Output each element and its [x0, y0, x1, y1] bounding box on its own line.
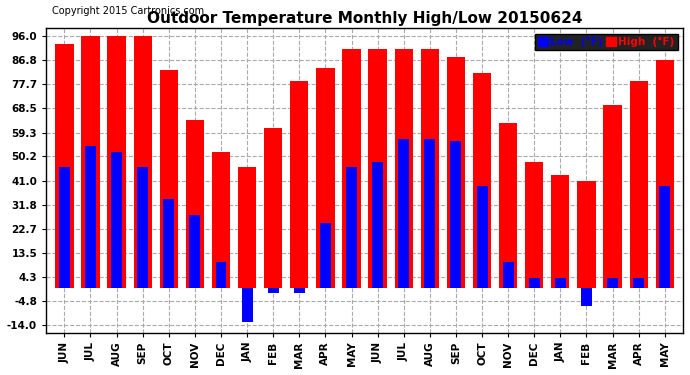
- Bar: [660, 186, 670, 288]
- Bar: [473, 73, 491, 288]
- Bar: [159, 70, 178, 288]
- Title: Outdoor Temperature Monthly High/Low 20150624: Outdoor Temperature Monthly High/Low 201…: [147, 11, 582, 26]
- Bar: [215, 262, 226, 288]
- Bar: [164, 199, 175, 288]
- Bar: [447, 57, 465, 288]
- Bar: [503, 262, 513, 288]
- Bar: [85, 147, 96, 288]
- Bar: [607, 278, 618, 288]
- Bar: [451, 141, 462, 288]
- Bar: [238, 168, 256, 288]
- Bar: [581, 288, 592, 306]
- Bar: [499, 123, 518, 288]
- Bar: [294, 288, 305, 293]
- Bar: [604, 105, 622, 288]
- Bar: [268, 288, 279, 293]
- Bar: [81, 36, 99, 288]
- Bar: [398, 139, 409, 288]
- Bar: [421, 50, 439, 288]
- Bar: [555, 278, 566, 288]
- Bar: [55, 44, 74, 288]
- Bar: [395, 50, 413, 288]
- Bar: [316, 68, 335, 288]
- Bar: [190, 214, 200, 288]
- Bar: [629, 81, 648, 288]
- Legend: Low  (°F), High  (°F): Low (°F), High (°F): [535, 34, 678, 50]
- Bar: [212, 152, 230, 288]
- Bar: [320, 222, 331, 288]
- Bar: [656, 60, 674, 288]
- Bar: [368, 50, 387, 288]
- Bar: [477, 186, 488, 288]
- Bar: [290, 81, 308, 288]
- Bar: [264, 128, 282, 288]
- Bar: [137, 168, 148, 288]
- Bar: [186, 120, 204, 288]
- Bar: [346, 168, 357, 288]
- Bar: [241, 288, 253, 322]
- Bar: [633, 278, 644, 288]
- Bar: [59, 168, 70, 288]
- Bar: [424, 139, 435, 288]
- Bar: [551, 176, 569, 288]
- Text: Copyright 2015 Cartronics.com: Copyright 2015 Cartronics.com: [52, 6, 205, 16]
- Bar: [134, 36, 152, 288]
- Bar: [578, 181, 595, 288]
- Bar: [372, 162, 383, 288]
- Bar: [111, 152, 122, 288]
- Bar: [529, 278, 540, 288]
- Bar: [108, 36, 126, 288]
- Bar: [525, 162, 544, 288]
- Bar: [342, 50, 361, 288]
